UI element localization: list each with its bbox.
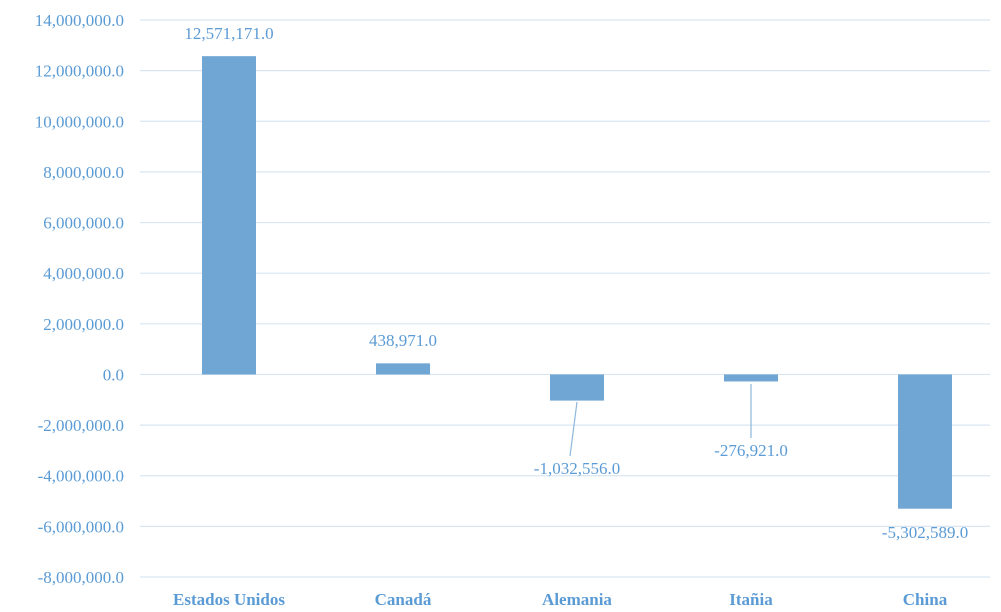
x-category-label: Alemania — [542, 590, 612, 609]
y-tick-label: -6,000,000.0 — [38, 517, 124, 536]
bar — [898, 374, 952, 509]
y-tick-label: -4,000,000.0 — [38, 467, 124, 486]
bars — [202, 56, 952, 509]
bar — [724, 374, 778, 382]
x-category-label: Canadá — [375, 590, 432, 609]
bar — [202, 56, 256, 375]
y-tick-label: 2,000,000.0 — [43, 315, 124, 334]
x-category-label: Estados Unidos — [173, 590, 285, 609]
data-label: 12,571,171.0 — [184, 24, 273, 43]
bar — [376, 363, 430, 375]
x-category-label: China — [903, 590, 948, 609]
data-label: -5,302,589.0 — [882, 523, 968, 542]
gridlines — [140, 19, 990, 578]
y-tick-label: 6,000,000.0 — [43, 214, 124, 233]
y-axis-tick-labels: 14,000,000.0 12,000,000.0 10,000,000.0 8,00… — [35, 11, 124, 587]
bar — [550, 374, 604, 401]
data-label: 438,971.0 — [369, 331, 437, 350]
data-label-leaders — [569, 384, 752, 457]
data-label: -1,032,556.0 — [534, 459, 620, 478]
y-tick-label: 14,000,000.0 — [35, 11, 124, 30]
y-tick-label: -8,000,000.0 — [38, 568, 124, 587]
y-tick-label: 10,000,000.0 — [35, 112, 124, 131]
y-tick-label: 12,000,000.0 — [35, 62, 124, 81]
x-category-label: Itañia — [729, 590, 773, 609]
x-axis-category-labels: Estados Unidos Canadá Alemania Itañia China — [173, 590, 948, 609]
y-tick-label: 0.0 — [103, 365, 124, 384]
y-tick-label: 8,000,000.0 — [43, 163, 124, 182]
data-label: -276,921.0 — [714, 441, 788, 460]
y-tick-label: -2,000,000.0 — [38, 416, 124, 435]
y-tick-label: 4,000,000.0 — [43, 264, 124, 283]
data-labels: 12,571,171.0 438,971.0 -1,032,556.0 -276,92… — [184, 24, 968, 542]
data-label-leader-line — [569, 401, 578, 457]
